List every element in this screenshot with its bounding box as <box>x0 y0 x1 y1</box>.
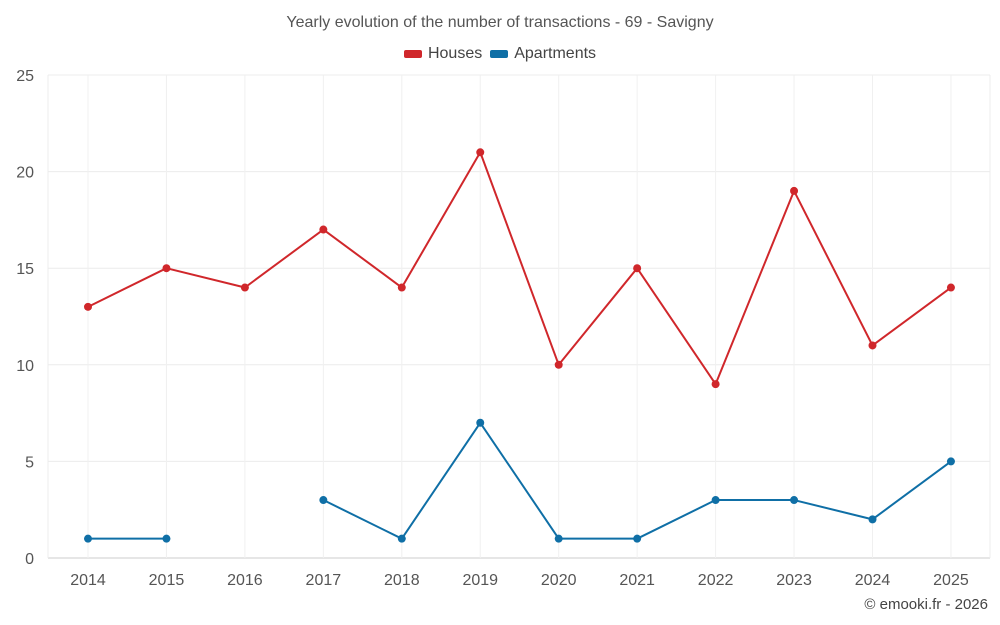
data-point-houses <box>554 360 563 369</box>
data-point-apartments <box>319 496 328 505</box>
x-tick-label: 2018 <box>384 572 420 589</box>
data-point-houses <box>476 148 485 157</box>
data-point-apartments <box>868 515 877 524</box>
y-tick-label: 20 <box>16 165 34 182</box>
data-point-houses <box>790 186 799 195</box>
data-point-apartments <box>633 534 642 543</box>
legend-label-houses: Houses <box>427 45 483 62</box>
y-tick-label: 15 <box>16 261 34 278</box>
series-line-houses <box>87 151 952 386</box>
y-axis-ticks: 0 5 10 15 20 25 <box>16 68 34 568</box>
data-point-houses <box>84 302 92 311</box>
x-tick-label: 2014 <box>70 572 106 589</box>
grid <box>47 74 991 559</box>
legend-item-houses[interactable]: Houses <box>403 45 483 63</box>
series-layer <box>84 148 955 543</box>
data-point-apartments <box>711 496 720 505</box>
data-point-houses <box>240 283 249 292</box>
legend-swatch-houses <box>403 50 422 58</box>
data-point-apartments <box>946 457 955 466</box>
legend-item-apartments[interactable]: Apartments <box>490 45 596 63</box>
y-tick-label: 0 <box>25 551 34 568</box>
x-tick-label: 2019 <box>462 572 498 589</box>
data-point-houses <box>946 283 955 292</box>
chart-title: Yearly evolution of the number of transa… <box>286 14 714 31</box>
y-tick-label: 25 <box>16 68 34 85</box>
data-point-apartments <box>554 534 563 543</box>
data-point-houses <box>162 264 171 273</box>
legend-label-apartments: Apartments <box>514 45 597 62</box>
data-point-apartments <box>476 418 485 427</box>
data-point-apartments <box>84 534 92 543</box>
x-tick-label: 2016 <box>227 572 263 589</box>
data-point-houses <box>397 283 406 292</box>
data-point-apartments <box>162 534 171 543</box>
x-tick-label: 2022 <box>698 572 734 589</box>
x-tick-label: 2020 <box>541 572 577 589</box>
data-point-houses <box>633 264 642 273</box>
legend-swatch-apartments <box>490 50 509 58</box>
credit-text: © emooki.fr - 2026 <box>864 596 988 613</box>
x-tick-label: 2021 <box>619 572 655 589</box>
y-tick-label: 5 <box>25 454 34 471</box>
data-point-houses <box>868 341 877 350</box>
x-tick-label: 2025 <box>933 572 969 589</box>
x-axis-ticks: 2014 2015 2016 2017 2018 2019 2020 2021 2022 2023… <box>70 572 969 589</box>
x-tick-label: 2017 <box>306 572 342 589</box>
data-point-apartments <box>397 534 406 543</box>
data-point-houses <box>711 380 720 389</box>
x-tick-label: 2015 <box>149 572 185 589</box>
x-tick-label: 2024 <box>855 572 891 589</box>
data-point-apartments <box>790 496 799 505</box>
x-tick-label: 2023 <box>776 572 812 589</box>
data-point-houses <box>319 225 328 234</box>
legend: Houses Apartments <box>0 45 1000 63</box>
y-tick-label: 10 <box>16 358 34 375</box>
